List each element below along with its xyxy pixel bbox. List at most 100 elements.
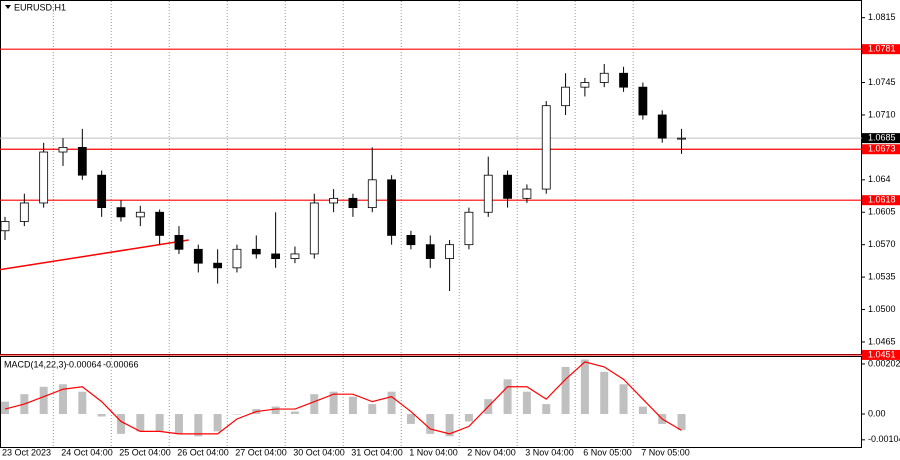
candle-body: [425, 244, 435, 259]
main-panel: [0, 0, 862, 355]
macd-bar: [503, 379, 512, 415]
x-tick-label: 25 Oct 04:00: [119, 447, 171, 457]
candle-body: [445, 244, 454, 259]
macd-bar: [78, 391, 87, 415]
candle-body: [251, 248, 261, 255]
macd-panel: [0, 356, 862, 448]
macd-bar: [348, 396, 357, 415]
level-label-bg: [862, 44, 900, 55]
candle-body: [677, 137, 686, 140]
y-tick-label: 1.0710: [868, 109, 896, 119]
macd-bar: [271, 406, 280, 415]
candle-body: [116, 207, 126, 218]
candle-body: [541, 105, 551, 190]
macd-bar: [445, 414, 454, 437]
candle-body: [155, 211, 165, 236]
macd-bar: [542, 404, 551, 415]
y-tick-label: 1.0535: [868, 271, 896, 281]
candle-body: [619, 72, 628, 88]
x-tick-label: 24 Oct 04:00: [61, 447, 113, 457]
candle-body: [19, 202, 29, 222]
signal-value: -0.00066: [103, 359, 139, 369]
macd-bar: [522, 391, 531, 415]
x-tick-label: 31 Oct 04:00: [351, 447, 403, 457]
macd-bar: [39, 386, 48, 415]
x-tick-label: 23 Oct 2023: [2, 447, 51, 457]
candle-body: [290, 253, 300, 259]
macd-bar: [387, 391, 396, 415]
y-tick-label: 1.0465: [868, 336, 896, 346]
candle-body: [135, 211, 145, 218]
candle-body: [271, 253, 281, 259]
macd-bar: [116, 414, 125, 434]
x-tick-label: 1 Nov 04:00: [409, 447, 458, 457]
candle-body: [483, 174, 493, 213]
macd-bar: [426, 414, 435, 434]
y-tick-label: 1.064: [868, 174, 891, 184]
macd-title: MACD(14,22,3): [4, 359, 67, 369]
macd-bar: [232, 414, 241, 415]
candle-body: [0, 221, 10, 232]
y-tick-label: 1.0500: [868, 304, 896, 314]
y-tick-label: 1.0605: [868, 207, 896, 217]
candle-body: [193, 248, 203, 264]
x-tick-label: 30 Oct 04:00: [293, 447, 345, 457]
macd-bar: [155, 414, 164, 432]
current-price-bg: [862, 133, 900, 144]
macd-bar: [406, 414, 415, 424]
macd-bar: [1, 401, 9, 415]
macd-bar: [194, 414, 203, 437]
x-tick-label: 7 Nov 05:00: [641, 447, 690, 457]
current-price-label: 1.0685: [868, 132, 896, 142]
y-tick-label: 1.0570: [868, 239, 896, 249]
level-label-bg: [862, 195, 900, 206]
level-label: 1.0618: [868, 195, 896, 205]
candle-body: [97, 174, 107, 209]
y-tick-label: 1.0815: [868, 12, 896, 22]
x-tick-label: 27 Oct 04:00: [235, 447, 287, 457]
candle-body: [58, 146, 68, 153]
macd-bar: [310, 394, 319, 415]
candle-body: [174, 235, 184, 250]
candle-body: [387, 179, 397, 236]
macd-bar: [638, 406, 647, 415]
candle-body: [464, 211, 474, 246]
candle-body: [503, 174, 512, 199]
macd-value: -0.00064: [66, 359, 102, 369]
menu-arrow[interactable]: [5, 5, 11, 9]
macd-bar: [561, 366, 570, 415]
candle-body: [522, 188, 532, 199]
candle-body: [367, 179, 377, 209]
x-tick-label: 6 Nov 05:00: [583, 447, 632, 457]
level-label: 1.0781: [868, 44, 896, 54]
macd-bar: [174, 414, 183, 434]
macd-bar: [97, 414, 106, 417]
x-tick-label: 3 Nov 04:00: [525, 447, 574, 457]
macd-bar: [580, 359, 589, 415]
macd-bar: [600, 371, 609, 415]
candle-body: [77, 146, 87, 176]
candle-body: [309, 202, 319, 255]
candle-body: [657, 114, 667, 139]
candle-body: [348, 197, 358, 209]
signal-line: [4, 361, 682, 435]
x-tick-label: 2 Nov 04:00: [467, 447, 516, 457]
candle-body: [638, 86, 648, 116]
y-tick-label: -0.00104: [868, 434, 900, 444]
macd-bar: [619, 384, 628, 415]
macd-bar: [58, 384, 67, 415]
candle-body: [39, 151, 49, 204]
x-tick-label: 26 Oct 04:00: [177, 447, 229, 457]
level-label-bg: [862, 144, 900, 155]
level-label: 1.0451: [868, 349, 896, 359]
chart-title: EURUSD,H1: [14, 2, 66, 12]
macd-bar: [368, 404, 377, 415]
candle-body: [213, 262, 223, 269]
candle-body: [406, 235, 416, 246]
candle-body: [329, 197, 339, 204]
candle-body: [599, 72, 609, 83]
y-tick-label: 1.0745: [868, 77, 896, 87]
candle-body: [232, 248, 242, 269]
y-tick-label: 0.00: [868, 408, 886, 418]
